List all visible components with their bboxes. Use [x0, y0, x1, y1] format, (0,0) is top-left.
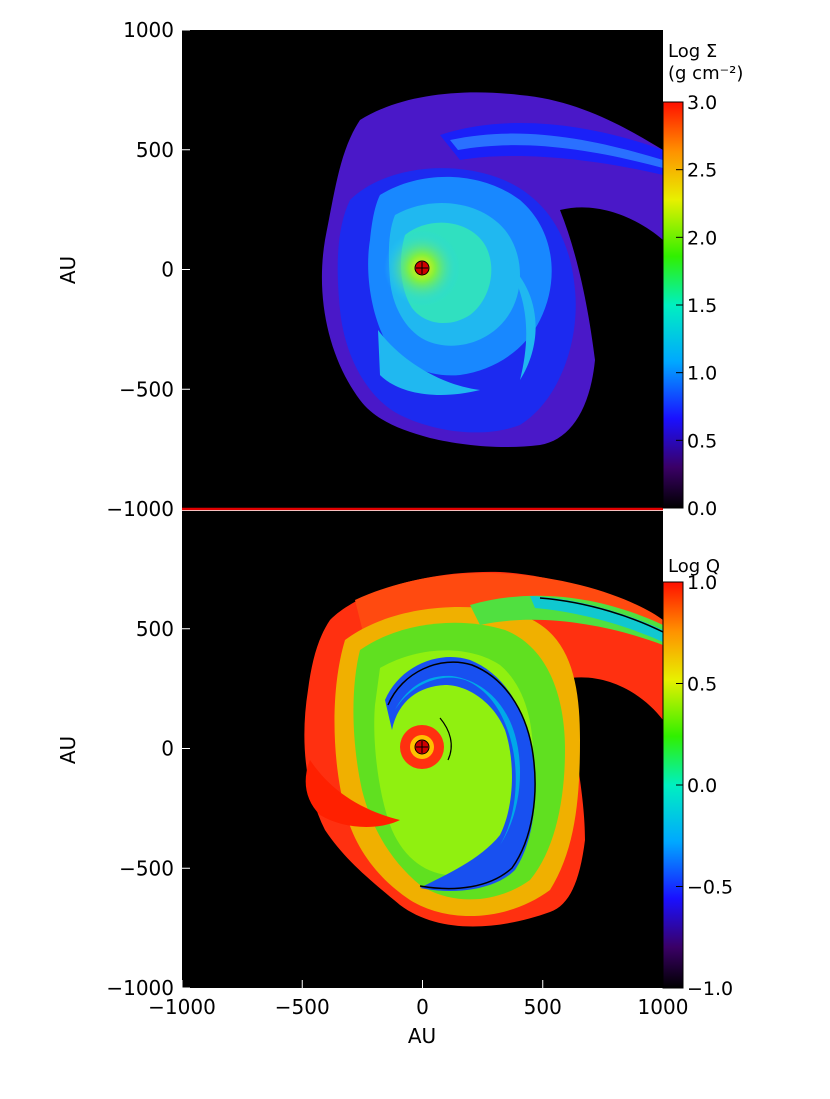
top-ytick-label: 0: [161, 258, 174, 282]
bottom-xtick-label: 500: [524, 995, 562, 1019]
top-colorbar-tick-label: 1.5: [687, 295, 717, 317]
top-colorbar-tick-label: 3.0: [687, 92, 717, 114]
central-star-marker-top: [414, 260, 430, 276]
bottom-ytick-label: −1000: [106, 976, 174, 1000]
top-ytick-label: 1000: [123, 18, 174, 42]
top-ytick-label: 500: [136, 138, 174, 162]
bottom-panel: 500 0 −500 −1000 −1000 −500 0 500 1000 AU AU: [56, 511, 688, 1048]
top-colorbar-title-line2: (g cm⁻²): [668, 63, 743, 84]
top-y-axis-label: AU: [56, 256, 80, 284]
top-colorbar: Log Σ (g cm⁻²) 3.0 2.5 2.0 1.5 1.0 0.5 0.0: [662, 41, 743, 520]
bottom-xtick-label: −500: [275, 995, 330, 1019]
bottom-colorbar-title: Log Q: [668, 556, 720, 577]
bottom-xtick-label: 1000: [638, 995, 689, 1019]
bottom-colorbar-tick-label: 1.0: [687, 572, 717, 594]
bottom-colorbar-tick-label: −1.0: [687, 978, 733, 1000]
bottom-ytick-label: 500: [136, 617, 174, 641]
bottom-y-axis-label: AU: [56, 736, 80, 764]
bottom-colorbar-tick-label: 0.5: [687, 674, 717, 696]
top-colorbar-ticks: 3.0 2.5 2.0 1.5 1.0 0.5 0.0: [676, 92, 717, 520]
central-star-marker-bottom: [414, 739, 430, 755]
top-panel: 1000 500 0 −500 −1000 AU: [56, 18, 663, 521]
top-colorbar-tick-label: 0.5: [687, 430, 717, 452]
bottom-ytick-label: 0: [161, 737, 174, 761]
bottom-colorbar-tick-label: −0.5: [687, 877, 733, 899]
bottom-ytick-label: −500: [119, 856, 174, 880]
bottom-y-axis: 500 0 −500 −1000: [106, 617, 190, 1000]
bottom-colorbar: Log Q 1.0 0.5 0.0 −0.5 −1.0: [662, 556, 733, 1000]
bottom-q-map: [304, 571, 663, 927]
top-y-axis: 1000 500 0 −500 −1000: [106, 18, 190, 521]
top-colorbar-tick-label: 0.0: [687, 498, 717, 520]
top-ytick-label: −1000: [106, 497, 174, 521]
top-colorbar-tick-label: 2.0: [687, 227, 717, 249]
top-colorbar-tick-label: 1.0: [687, 363, 717, 385]
bottom-x-axis-label: AU: [408, 1024, 436, 1048]
bottom-x-axis: −1000 −500 0 500 1000: [148, 980, 688, 1019]
bottom-colorbar-ticks: 1.0 0.5 0.0 −0.5 −1.0: [676, 572, 733, 1000]
bottom-xtick-label: 0: [416, 995, 429, 1019]
top-colorbar-title-line1: Log Σ: [668, 41, 717, 62]
top-ytick-label: −500: [119, 377, 174, 401]
bottom-colorbar-tick-label: 0.0: [687, 775, 717, 797]
top-colorbar-tick-label: 2.5: [687, 160, 717, 182]
bottom-xtick-label: −1000: [148, 995, 216, 1019]
